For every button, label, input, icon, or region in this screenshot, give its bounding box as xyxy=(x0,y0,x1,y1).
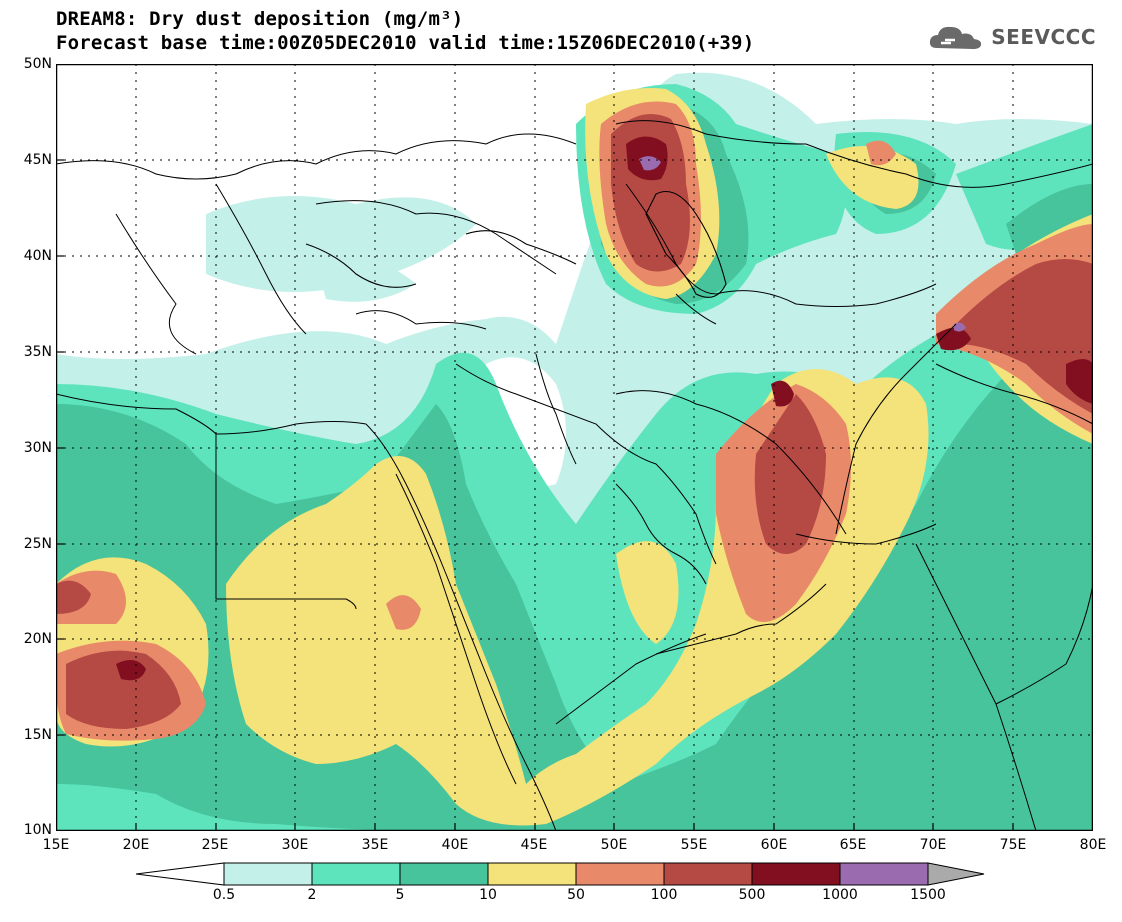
seevccc-logo: SEEVCCC xyxy=(927,22,1096,52)
lon-label-25e: 25E xyxy=(201,837,229,853)
lon-label-30e: 30E xyxy=(281,837,309,853)
lon-label-50e: 50E xyxy=(600,837,628,853)
dust-map xyxy=(56,64,1093,831)
colorbar-bin-3 xyxy=(399,862,489,886)
lon-label-55e: 55E xyxy=(680,837,708,853)
map-title: DREAM8: Dry dust deposition (mg/m³) xyxy=(56,8,464,30)
colorbar-bin-1 xyxy=(223,862,313,886)
colorbar-label-100: 100 xyxy=(650,887,678,903)
colorbar-label-50: 50 xyxy=(567,887,585,903)
colorbar-label-2: 2 xyxy=(307,887,317,903)
country-borders xyxy=(56,120,1093,831)
lon-label-40e: 40E xyxy=(441,837,469,853)
colorbar-label-1500: 1500 xyxy=(910,887,946,903)
colorbar-bin-5 xyxy=(575,862,665,886)
lon-label-80e: 80E xyxy=(1079,837,1107,853)
colorbar-bin-4 xyxy=(487,862,577,886)
colorbar-label-1000: 1000 xyxy=(822,887,858,903)
lon-label-75e: 75E xyxy=(999,837,1027,853)
lat-label-15n: 15N xyxy=(23,727,52,743)
colorbar-bin-6 xyxy=(663,862,753,886)
lat-label-25n: 25N xyxy=(23,536,52,552)
lat-label-40n: 40N xyxy=(23,248,52,264)
colorbar xyxy=(136,862,985,886)
lon-label-15e: 15E xyxy=(42,837,70,853)
lon-label-45e: 45E xyxy=(520,837,548,853)
lon-label-35e: 35E xyxy=(361,837,389,853)
map-subtitle: Forecast base time:00Z05DEC2010 valid ti… xyxy=(56,32,755,54)
lat-label-35n: 35N xyxy=(23,344,52,360)
lon-label-65e: 65E xyxy=(839,837,867,853)
lat-label-20n: 20N xyxy=(23,631,52,647)
lat-label-10n: 10N xyxy=(23,822,52,838)
coastlines xyxy=(305,190,727,298)
lat-label-50n: 50N xyxy=(23,56,52,72)
logo-text: SEEVCCC xyxy=(991,25,1096,49)
colorbar-bin-8 xyxy=(839,862,929,886)
lat-lon-grid xyxy=(56,64,1093,831)
contour-level-5 xyxy=(56,114,1093,729)
lon-label-60e: 60E xyxy=(760,837,788,853)
contour-level-7 xyxy=(639,156,966,332)
colorbar-max-arrow xyxy=(927,862,985,886)
colorbar-label-0-5: 0.5 xyxy=(212,887,236,903)
colorbar-label-5: 5 xyxy=(395,887,405,903)
colorbar-label-10: 10 xyxy=(479,887,497,903)
axis-ticks xyxy=(56,159,1014,831)
lat-label-30n: 30N xyxy=(23,440,52,456)
colorbar-min-arrow xyxy=(136,862,225,886)
lon-label-70e: 70E xyxy=(919,837,947,853)
colorbar-bin-2 xyxy=(311,862,401,886)
cloud-icon xyxy=(930,26,982,49)
dust-map-svg xyxy=(56,64,1093,831)
lat-label-45n: 45N xyxy=(23,152,52,168)
colorbar-label-500: 500 xyxy=(738,887,766,903)
colorbar-bin-7 xyxy=(751,862,841,886)
lon-label-20e: 20E xyxy=(122,837,150,853)
